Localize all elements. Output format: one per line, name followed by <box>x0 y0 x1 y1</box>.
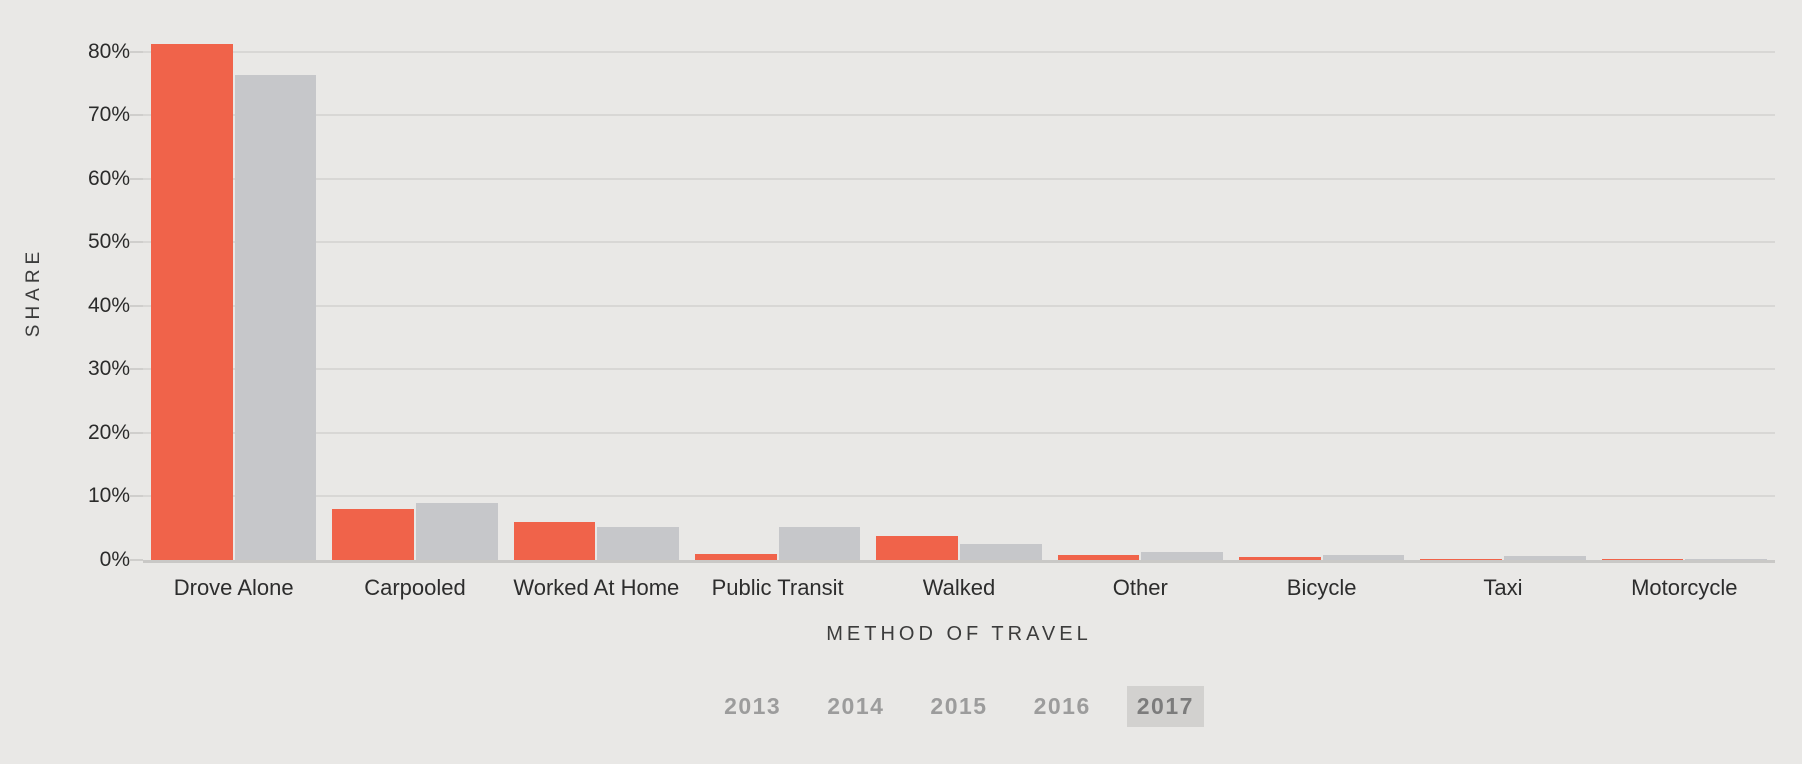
y-tick-label-30: 30% <box>87 357 130 381</box>
bar-public-transit-comparison[interactable] <box>778 526 861 560</box>
category-label-drove-alone: Drove Alone <box>173 575 294 600</box>
bar-other-primary[interactable] <box>1057 554 1140 560</box>
category-label-worked-at-home: Worked At Home <box>513 575 680 600</box>
bar-walked-comparison[interactable] <box>959 544 1042 560</box>
bar-motorcycle-comparison[interactable] <box>1685 559 1767 560</box>
bar-worked-at-home-comparison[interactable] <box>597 526 679 560</box>
tick-mark-30 <box>130 368 143 371</box>
bar-drove-alone-comparison[interactable] <box>234 74 317 560</box>
bar-layer <box>143 20 1775 560</box>
bar-taxi-comparison[interactable] <box>1503 556 1586 560</box>
category-label-public-transit: Public Transit <box>711 575 844 600</box>
bar-carpooled-primary[interactable] <box>332 508 414 560</box>
bar-carpooled-comparison[interactable] <box>415 502 498 560</box>
bar-group-other <box>1050 20 1231 560</box>
gridline-40 <box>143 304 1775 307</box>
category-label-other: Other <box>1112 575 1168 600</box>
tick-mark-10 <box>130 495 143 498</box>
year-button-2016[interactable]: 2016 <box>1024 686 1101 727</box>
bar-worked-at-home-primary[interactable] <box>513 521 596 560</box>
gridline-30 <box>143 368 1775 371</box>
bar-group-carpooled <box>324 20 505 560</box>
year-button-2017[interactable]: 2017 <box>1126 686 1204 727</box>
plot-row: SHARE 0% 10% 20% 30% 40% 50% 60% 70% 80% <box>0 20 1775 571</box>
y-tick-label-0: 0% <box>99 548 130 571</box>
bar-group-public-transit <box>687 20 868 560</box>
category-label-motorcycle: Motorcycle <box>1631 575 1738 600</box>
x-axis-title: METHOD OF TRAVEL <box>826 623 1092 645</box>
tick-mark-0 <box>130 559 143 561</box>
bar-public-transit-primary[interactable] <box>695 554 777 560</box>
y-tick-label-20: 20% <box>87 420 130 444</box>
category-label-taxi: Taxi <box>1483 575 1523 600</box>
x-axis-labels: Drove Alone Carpooled Worked At Home Public… <box>143 575 1775 601</box>
y-tick-label-80: 80% <box>87 39 130 63</box>
gridline-80 <box>143 50 1775 53</box>
y-axis-title: SHARE <box>23 246 44 337</box>
bar-bicycle-primary[interactable] <box>1239 556 1321 560</box>
bar-group-drove-alone <box>143 20 324 560</box>
gridline-50 <box>143 241 1775 244</box>
bar-group-walked <box>868 20 1049 560</box>
bar-group-worked-at-home <box>506 20 687 560</box>
tick-mark-60 <box>130 177 143 180</box>
gridline-20 <box>143 431 1775 434</box>
bar-drove-alone-primary[interactable] <box>151 43 233 560</box>
year-selector: 2013 2014 2015 2016 2017 <box>143 686 1775 727</box>
gridline-70 <box>143 114 1775 117</box>
y-axis-tick-labels: 0% 10% 20% 30% 40% 50% 60% 70% 80% <box>68 20 143 571</box>
category-label-walked: Walked <box>922 575 996 600</box>
y-tick-label-70: 70% <box>87 103 130 127</box>
y-tick-label-40: 40% <box>87 293 130 317</box>
y-tick-label-50: 50% <box>87 230 130 254</box>
tick-mark-50 <box>130 241 143 244</box>
tick-mark-20 <box>130 431 143 434</box>
gridline-60 <box>143 177 1775 180</box>
bar-group-taxi <box>1412 20 1593 560</box>
tick-mark-70 <box>130 114 143 117</box>
gridline-10 <box>143 495 1775 498</box>
bar-motorcycle-primary[interactable] <box>1601 559 1684 560</box>
tick-mark-40 <box>130 304 143 307</box>
tick-mark-80 <box>130 50 143 53</box>
x-axis-title-row: METHOD OF TRAVEL <box>143 623 1775 646</box>
y-tick-label-10: 10% <box>87 484 130 508</box>
y-axis-title-column: SHARE <box>0 20 68 563</box>
plot-area <box>130 20 1775 563</box>
year-button-2014[interactable]: 2014 <box>817 686 894 727</box>
bar-other-comparison[interactable] <box>1141 552 1223 560</box>
bar-taxi-primary[interactable] <box>1420 559 1502 560</box>
bar-group-bicycle <box>1231 20 1412 560</box>
category-label-bicycle: Bicycle <box>1286 575 1357 600</box>
y-tick-label-60: 60% <box>87 166 130 190</box>
year-button-2015[interactable]: 2015 <box>920 686 997 727</box>
bar-bicycle-comparison[interactable] <box>1322 554 1405 560</box>
bar-walked-primary[interactable] <box>876 535 958 560</box>
category-label-carpooled: Carpooled <box>364 575 466 600</box>
year-button-2013[interactable]: 2013 <box>714 686 791 727</box>
bar-group-motorcycle <box>1594 20 1775 560</box>
